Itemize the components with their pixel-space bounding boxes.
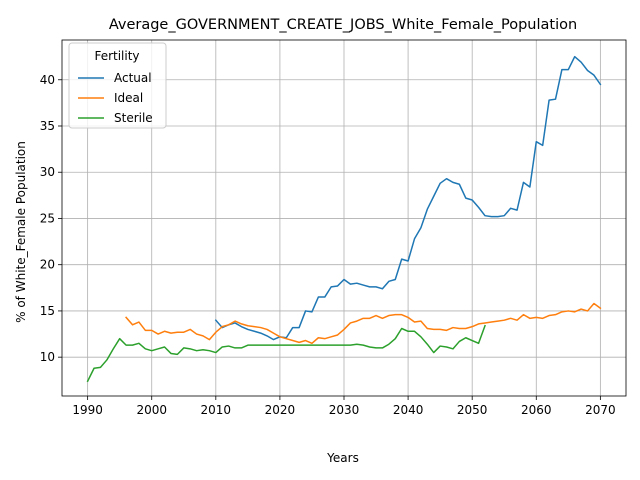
x-tick-label: 2070 <box>585 403 616 417</box>
series-line-sterile <box>86 324 486 383</box>
x-tick-label: 2060 <box>521 403 552 417</box>
x-axis-ticks: 1990 2000 2010 2020 2030 2040 2050 2060 2070 <box>72 396 616 417</box>
x-tick-label: 2050 <box>457 403 488 417</box>
x-tick-label: 2020 <box>265 403 296 417</box>
x-tick-label: 2010 <box>201 403 232 417</box>
series-line-ideal <box>125 302 602 345</box>
grid-lines <box>62 40 626 396</box>
y-tick-label: 25 <box>40 211 55 225</box>
y-tick-label: 30 <box>40 165 55 179</box>
x-tick-label: 2040 <box>393 403 424 417</box>
y-tick-label: 10 <box>40 350 55 364</box>
legend-label-sterile: Sterile <box>114 111 153 125</box>
legend-entries: Actual Ideal Sterile <box>78 71 153 125</box>
x-tick-label: 1990 <box>72 403 103 417</box>
legend-label-ideal: Ideal <box>114 91 143 105</box>
series-lines <box>86 55 602 383</box>
legend-title: Fertility <box>94 49 139 63</box>
y-tick-label: 35 <box>40 119 55 133</box>
legend-label-actual: Actual <box>114 71 152 85</box>
x-axis-label: Years <box>326 451 359 465</box>
chart-title: Average_GOVERNMENT_CREATE_JOBS_White_Fem… <box>109 17 577 33</box>
y-tick-label: 15 <box>40 304 55 318</box>
y-axis-ticks: 10 15 20 25 30 35 40 <box>40 73 62 364</box>
y-tick-label: 40 <box>40 73 55 87</box>
legend: Fertility Actual Ideal Sterile <box>68 42 167 129</box>
legend-box <box>68 42 167 129</box>
y-tick-label: 20 <box>40 258 55 272</box>
x-tick-label: 2030 <box>329 403 360 417</box>
y-axis-label: % of White_Female Population <box>14 141 28 323</box>
x-tick-label: 2000 <box>136 403 167 417</box>
